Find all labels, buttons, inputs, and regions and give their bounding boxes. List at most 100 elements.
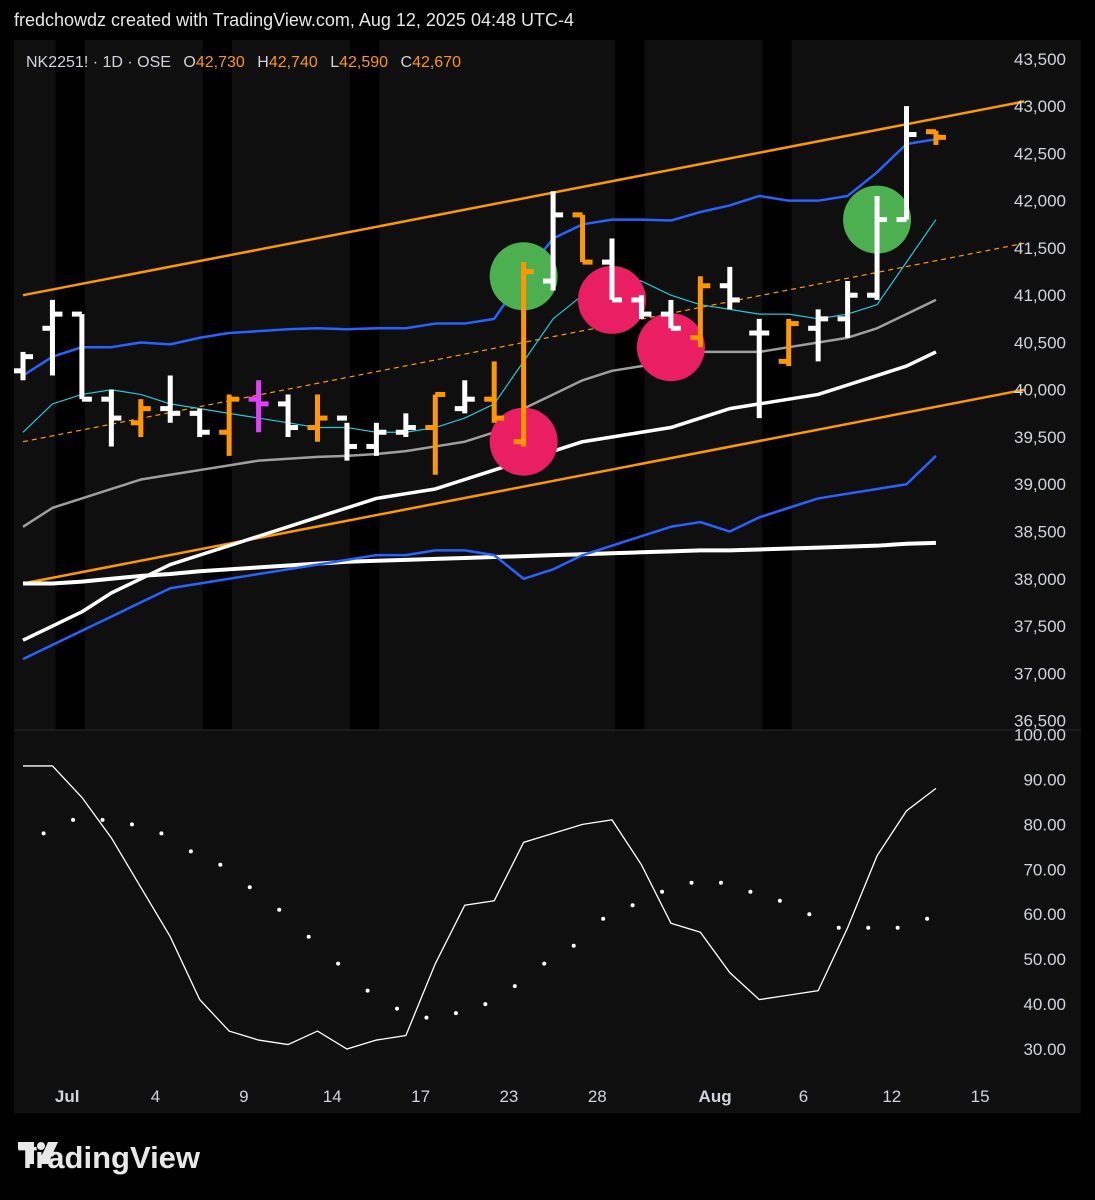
oscillator-dot [836, 925, 841, 930]
oscillator-line [23, 765, 937, 1050]
price-tick-label: 42,000 [1014, 192, 1066, 211]
price-tick-label: 41,000 [1014, 286, 1066, 305]
legend-l-value: 42,590 [339, 54, 388, 71]
time-tick-label: 4 [151, 1087, 160, 1106]
oscillator-tick-label: 80.00 [1023, 815, 1066, 834]
channel-mid-dashed-line [22, 242, 1025, 443]
oscillator-tick-label: 70.00 [1023, 860, 1066, 879]
ohlc-bar [484, 361, 505, 423]
ohlc-bar [513, 262, 534, 447]
channel-lower-line [22, 388, 1025, 585]
chart-svg[interactable]: 43,500 43,000 42,500 42,000 41,500 41,000 40,5… [14, 40, 1081, 1113]
oscillator-dot [129, 822, 134, 827]
cyan-ma-line [22, 219, 937, 433]
red-signal-dot [636, 313, 705, 382]
ma-gray-line [22, 298, 937, 528]
weekend-band [762, 40, 792, 730]
legend-h-label: H [257, 54, 269, 71]
oscillator-dot [512, 984, 517, 989]
oscillator-tick-label: 90.00 [1023, 770, 1066, 789]
ohlc-bar [749, 318, 770, 419]
oscillator-dot [542, 961, 547, 966]
oscillator-dot [453, 1011, 458, 1016]
ohlc-bar [71, 311, 92, 402]
time-tick-label: Jul [55, 1087, 80, 1106]
price-tick-label: 36,500 [1014, 712, 1066, 731]
oscillator-tick-label: 60.00 [1023, 905, 1066, 924]
price-tick-label: 40,500 [1014, 333, 1066, 352]
ohlc-bar [425, 391, 446, 475]
oscillator-tick-label: 40.00 [1023, 995, 1066, 1014]
oscillator-tick-label: 50.00 [1023, 950, 1066, 969]
ohlc-bar [248, 380, 269, 433]
oscillator-axis: 100.00 90.00 80.00 70.00 60.00 50.00 40.00 30.0… [1014, 725, 1066, 1059]
oscillator-dot [777, 898, 782, 903]
price-tick-label: 38,500 [1014, 523, 1066, 542]
price-axis: 43,500 43,000 42,500 42,000 41,500 41,000 40,5… [1014, 50, 1066, 731]
price-tick-label: 40,000 [1014, 381, 1066, 400]
ohlc-bar [307, 394, 328, 442]
ohlc-bar [690, 276, 711, 348]
legend-l-label: L [330, 54, 339, 71]
legend-h-value: 42,740 [269, 54, 318, 71]
time-tick-label: 23 [499, 1087, 518, 1106]
oscillator-dot [159, 831, 164, 836]
time-tick-label: 6 [799, 1087, 808, 1106]
weekend-band [349, 40, 380, 730]
tradingview-brand[interactable]: TradingView [18, 1140, 200, 1176]
time-tick-label: 9 [239, 1087, 248, 1106]
time-axis: Jul 4 9 14 17 23 28 Aug 6 12 15 [55, 1087, 990, 1106]
oscillator-dot [100, 817, 105, 822]
price-tick-label: 41,500 [1014, 239, 1066, 258]
legend-o-value: 42,730 [196, 54, 245, 71]
legend-symbol: NK2251! · 1D · OSE [26, 54, 171, 71]
oscillator-dot [424, 1015, 429, 1020]
time-tick-label: 17 [411, 1087, 430, 1106]
ohlc-bar [395, 413, 416, 437]
chart-panel[interactable]: 43,500 43,000 42,500 42,000 41,500 41,000 40,5… [14, 40, 1081, 1113]
ohlc-bar [101, 389, 122, 447]
oscillator-dot [41, 831, 46, 836]
channel-upper-line [22, 100, 1025, 297]
ohlc-bar [660, 299, 681, 331]
time-tick-label: 12 [882, 1087, 901, 1106]
time-tick-label: 28 [588, 1087, 607, 1106]
time-tick-label: Aug [699, 1087, 732, 1106]
price-tick-label: 39,000 [1014, 475, 1066, 494]
oscillator-dot [601, 916, 606, 921]
ohlc-bar [219, 394, 240, 456]
price-tick-label: 37,000 [1014, 664, 1066, 683]
ma-200-line [23, 540, 937, 586]
ohlc-bar [925, 129, 946, 145]
ma-50-line [22, 350, 937, 642]
ohlc-bar [631, 295, 652, 319]
oscillator-dot [395, 1006, 400, 1011]
ohlc-bar [602, 238, 622, 303]
oscillator-dot [748, 889, 753, 894]
time-tick-label: 15 [971, 1087, 990, 1106]
weekend-band [202, 40, 233, 730]
oscillator-dot [71, 817, 76, 822]
band-upper-line [22, 138, 937, 377]
price-tick-label: 43,000 [1014, 97, 1066, 116]
ohlc-bar [808, 309, 829, 362]
ohlc-bar [189, 408, 210, 437]
price-tick-label: 39,500 [1014, 428, 1066, 447]
oscillator-dot [925, 916, 930, 921]
ohlc-bar [572, 212, 593, 265]
oscillator-dot [571, 943, 576, 948]
legend-text: NK2251! · 1D · OSE O42,730 H42,740 L42,5… [26, 54, 461, 71]
ohlc-bar [778, 318, 799, 367]
oscillator-dot [365, 988, 370, 993]
legend-c-label: C [401, 54, 413, 71]
ohlc-bar [454, 380, 475, 414]
ohlc-bar [278, 394, 299, 437]
oscillator-dot [866, 925, 871, 930]
price-tick-label: 42,500 [1014, 144, 1066, 163]
oscillator-pane [23, 765, 937, 1050]
legend-o-label: O [183, 54, 195, 71]
oscillator-dot [895, 925, 900, 930]
ohlc-bar [336, 415, 357, 461]
oscillator-dot [718, 880, 723, 885]
oscillator-dot [660, 889, 665, 894]
